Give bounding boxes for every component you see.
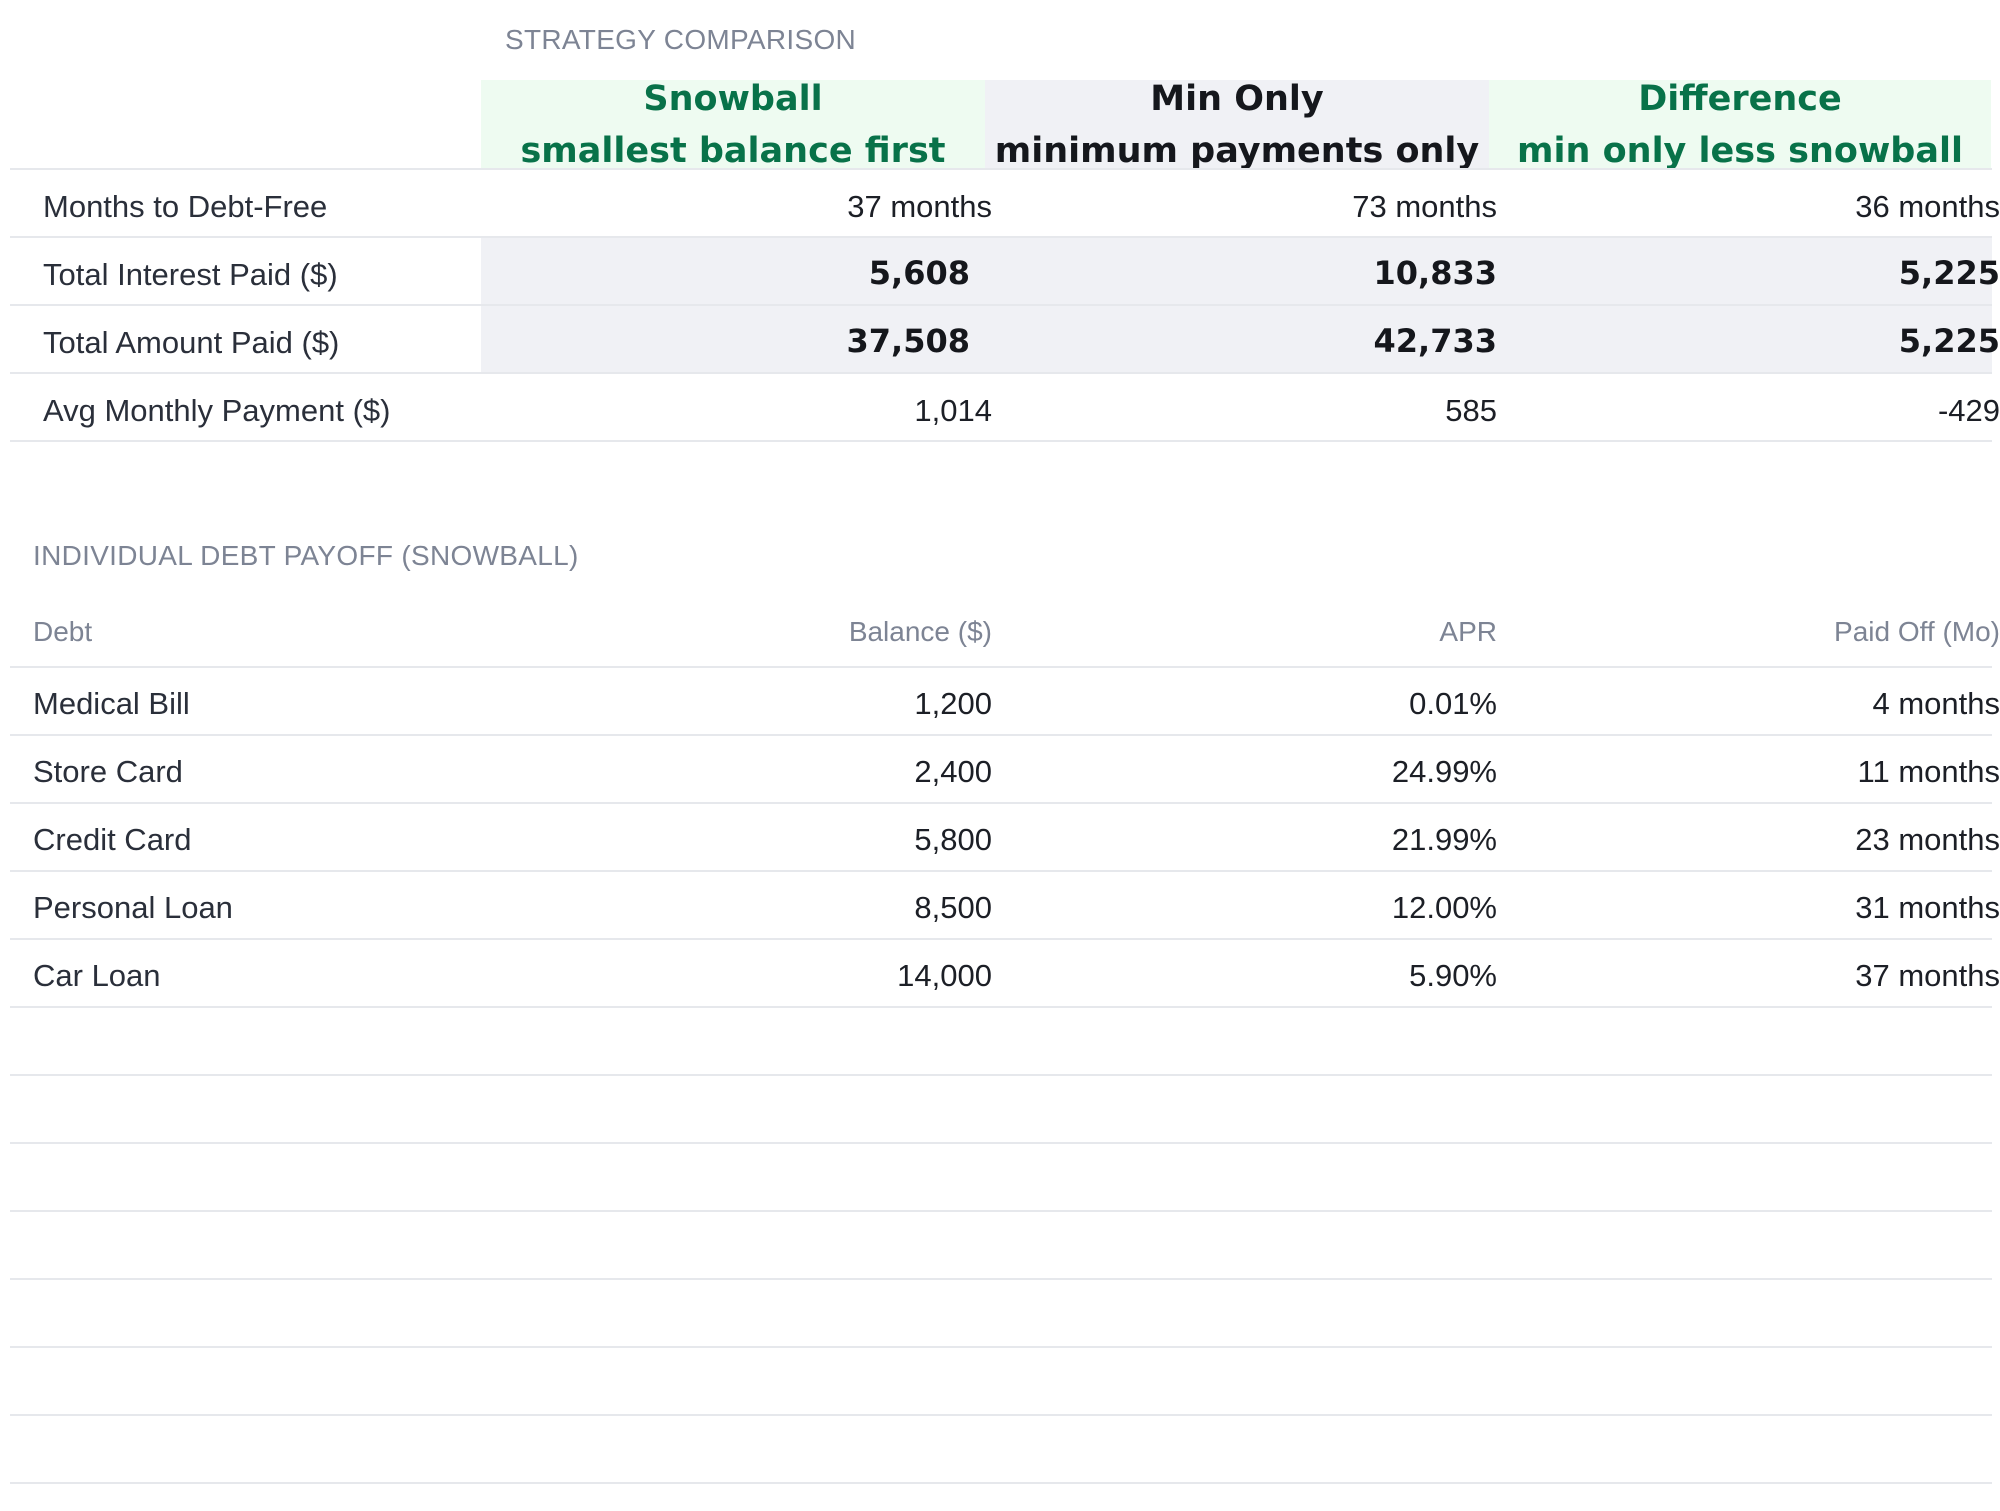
- debt-balance: 8,500: [914, 890, 992, 925]
- difference-value: -429: [1937, 393, 2000, 428]
- comparison-row-avg-payment: Avg Monthly Payment ($) 1,014 585 -429: [10, 374, 2000, 442]
- min-only-header-subtitle: minimum payments only: [994, 131, 1480, 171]
- debt-paid-off: 31 months: [1855, 890, 2000, 925]
- snowball-value: 1,014: [914, 393, 992, 428]
- empty-row-divider: [10, 1278, 1992, 1280]
- min-only-value: 42,733: [1373, 322, 1497, 360]
- debt-name: Credit Card: [33, 822, 192, 857]
- header-debt: Debt: [33, 616, 93, 647]
- debt-paid-off: 23 months: [1855, 822, 2000, 857]
- payoff-section-title: INDIVIDUAL DEBT PAYOFF (SNOWBALL): [33, 540, 579, 571]
- snowball-value: 37 months: [847, 189, 992, 224]
- difference-value: 5,225: [1898, 254, 2000, 292]
- header-balance: Balance ($): [848, 616, 992, 647]
- row-label: Avg Monthly Payment ($): [43, 393, 391, 428]
- empty-row-divider: [10, 1142, 1992, 1144]
- debt-name: Medical Bill: [33, 686, 190, 721]
- debt-balance: 14,000: [897, 958, 992, 993]
- empty-row-divider: [10, 1346, 1992, 1348]
- column-header-min-only: [985, 80, 1489, 170]
- debt-paid-off: 4 months: [1872, 686, 2000, 721]
- header-divider: [10, 168, 1992, 170]
- snowball-value: 37,508: [846, 322, 970, 360]
- payoff-table-header: Debt Balance ($) APR Paid Off (Mo): [10, 598, 2000, 668]
- snowball-value: 5,608: [868, 254, 970, 292]
- comparison-row-interest: Total Interest Paid ($) 5,608 10,833 5,2…: [10, 238, 2000, 306]
- debt-name: Store Card: [33, 754, 183, 789]
- debt-apr: 0.01%: [1409, 686, 1497, 721]
- header-paid-off: Paid Off (Mo): [1834, 616, 2000, 647]
- debt-paid-off: 37 months: [1855, 958, 2000, 993]
- debt-apr: 24.99%: [1391, 754, 1497, 789]
- empty-row-divider: [10, 1482, 1992, 1484]
- min-only-header-title: Min Only: [1150, 79, 1324, 119]
- debt-apr: 21.99%: [1391, 822, 1497, 857]
- column-header-difference: [1489, 80, 1991, 170]
- comparison-row-total: Total Amount Paid ($) 37,508 42,733 5,22…: [10, 306, 2000, 374]
- min-only-value: 73 months: [1352, 189, 1497, 224]
- comparison-row-months: Months to Debt-Free 37 months 73 months …: [10, 170, 2000, 238]
- min-only-value: 10,833: [1373, 254, 1497, 292]
- debt-balance: 1,200: [914, 686, 992, 721]
- row-label: Total Amount Paid ($): [43, 325, 340, 360]
- debt-apr: 5.90%: [1409, 958, 1497, 993]
- empty-row-divider: [10, 1210, 1992, 1212]
- row-label: Months to Debt-Free: [43, 189, 328, 224]
- difference-header-subtitle: min only less snowball: [1517, 131, 1963, 171]
- snowball-header-title: Snowball: [643, 79, 823, 119]
- column-header-snowball: [481, 80, 985, 170]
- debt-name: Car Loan: [33, 958, 161, 993]
- min-only-value: 585: [1445, 393, 1497, 428]
- debt-balance: 5,800: [914, 822, 992, 857]
- table-row: Medical Bill 1,200 0.01% 4 months: [10, 668, 2000, 736]
- table-row: Store Card 2,400 24.99% 11 months: [10, 736, 2000, 804]
- header-apr: APR: [1439, 616, 1497, 647]
- table-row: Credit Card 5,800 21.99% 23 months: [10, 804, 2000, 872]
- empty-row-divider: [10, 1074, 1992, 1076]
- difference-value: 36 months: [1855, 189, 2000, 224]
- debt-name: Personal Loan: [33, 890, 233, 925]
- debt-paid-off: 11 months: [1857, 754, 2000, 789]
- snowball-header-subtitle: smallest balance first: [520, 131, 946, 171]
- debt-apr: 12.00%: [1391, 890, 1497, 925]
- empty-row-divider: [10, 1414, 1992, 1416]
- debt-balance: 2,400: [914, 754, 992, 789]
- table-row: Personal Loan 8,500 12.00% 31 months: [10, 872, 2000, 940]
- table-row: Car Loan 14,000 5.90% 37 months: [10, 940, 2000, 1008]
- row-label: Total Interest Paid ($): [43, 257, 338, 292]
- difference-header-title: Difference: [1638, 79, 1842, 119]
- comparison-section-title: STRATEGY COMPARISON: [505, 24, 857, 55]
- difference-value: 5,225: [1898, 322, 2000, 360]
